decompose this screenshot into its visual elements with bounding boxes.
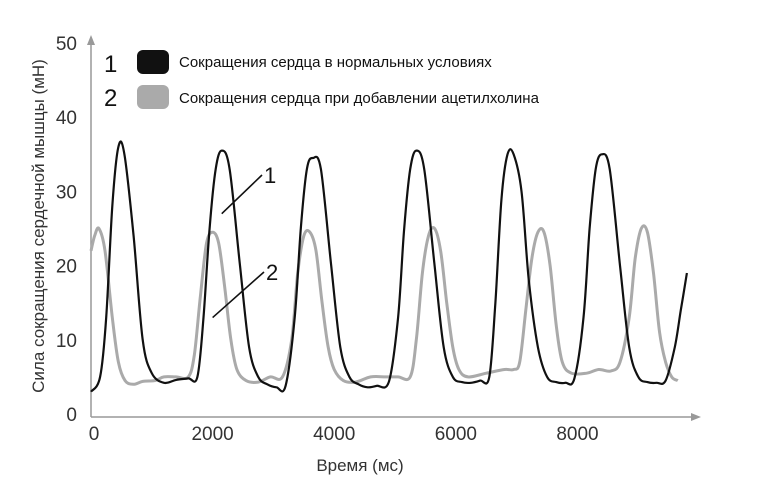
series-line-2 <box>89 224 679 386</box>
curve-label-leader-1 <box>221 174 263 215</box>
x-tick-label: 6000 <box>435 424 477 445</box>
curve-label-1: 1 <box>264 163 276 188</box>
y-tick-label: 50 <box>56 34 77 55</box>
legend-text-1: Сокращения сердца в нормальных условиях <box>179 54 492 71</box>
curve-labels: 12 <box>212 163 278 319</box>
x-tick-label: 4000 <box>313 424 355 445</box>
y-axis-arrow <box>87 35 95 45</box>
axes <box>87 35 701 421</box>
y-axis-title: Сила сокращения сердечной мышцы (мН) <box>29 59 48 393</box>
y-tick-label: 0 <box>66 405 77 426</box>
y-tick-label: 40 <box>56 108 77 129</box>
series-layer <box>89 140 688 393</box>
curve-label-leader-2 <box>212 271 265 319</box>
x-tick-label: 0 <box>89 424 100 445</box>
legend-swatch-2 <box>137 85 169 109</box>
legend: 1 Сокращения сердца в нормальных условия… <box>104 50 540 112</box>
x-tick-label: 2000 <box>191 424 233 445</box>
series-line-1 <box>90 140 688 393</box>
curve-label-2: 2 <box>266 260 278 285</box>
y-tick-label: 30 <box>56 182 77 203</box>
x-tick-label: 8000 <box>556 424 598 445</box>
legend-number-1: 1 <box>104 51 117 78</box>
y-tick-label: 20 <box>56 257 77 278</box>
x-axis-arrow <box>691 413 701 421</box>
legend-text-2: Сокращения сердца при добавлении ацетилх… <box>179 90 540 107</box>
legend-number-2: 2 <box>104 85 117 112</box>
legend-entry-1: 1 Сокращения сердца в нормальных условия… <box>104 50 492 78</box>
y-tick-labels: 0 10 20 30 40 50 <box>56 34 77 426</box>
x-tick-labels: 0 2000 4000 6000 8000 <box>89 424 599 445</box>
legend-swatch-1 <box>137 50 169 74</box>
legend-entry-2: 2 Сокращения сердца при добавлении ацети… <box>104 85 540 112</box>
y-tick-label: 10 <box>56 331 77 352</box>
x-axis-title: Время (мс) <box>316 456 403 475</box>
